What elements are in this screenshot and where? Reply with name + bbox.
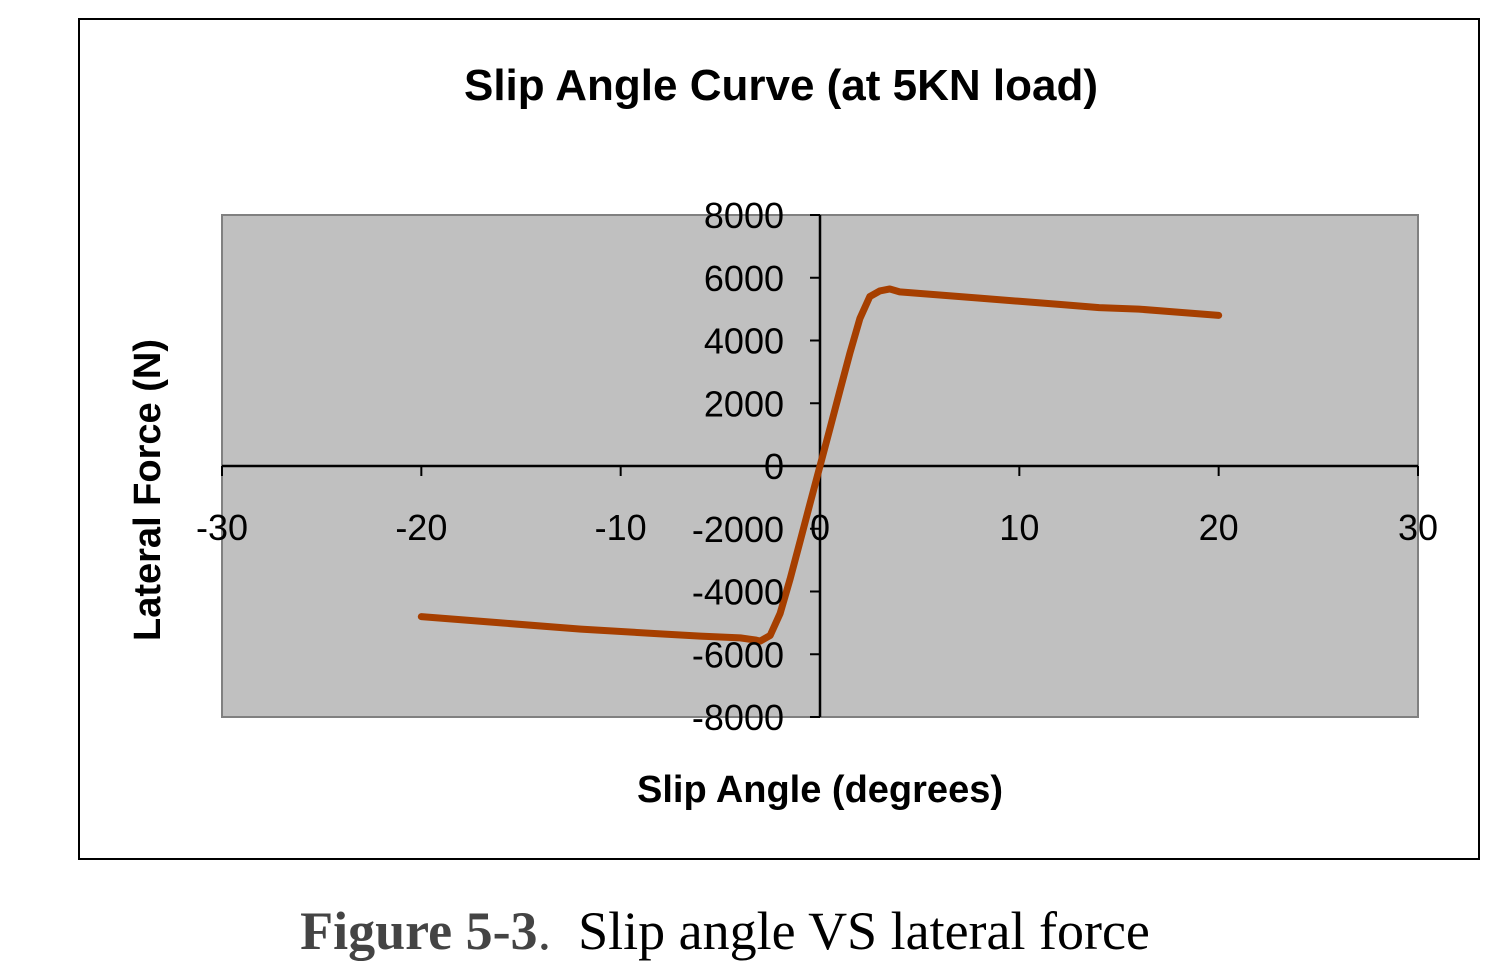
series-layer [417,285,1223,645]
x-tick-label: 20 [1199,507,1239,548]
y-tick-label: -8000 [692,697,784,738]
x-tick-label: 0 [810,507,830,548]
caption-label: Figure 5-3 [300,901,538,961]
x-tick-label: -30 [196,507,248,548]
y-tick-label: -6000 [692,634,784,675]
chart-svg: Slip Angle Curve (at 5KN load) -30 -20 -10… [127,61,1438,811]
caption-separator: . [537,901,552,961]
y-tick-label: 2000 [704,383,784,424]
y-tick-label: -4000 [692,572,784,613]
y-tick-label: 6000 [704,258,784,299]
x-tick-label: -20 [395,507,447,548]
x-axis-title: Slip Angle (degrees) [637,769,1003,811]
chart-title: Slip Angle Curve (at 5KN load) [464,61,1098,110]
x-tick-label: 30 [1398,507,1438,548]
y-tick-label: -2000 [692,509,784,550]
series-line [417,285,1223,645]
figure-caption: Figure 5-3. Slip angle VS lateral force [0,900,1450,962]
y-tick-label: 4000 [704,321,784,362]
y-tick-label: 0 [764,446,784,487]
x-tick-label: -10 [595,507,647,548]
y-tick-label: 8000 [704,195,784,236]
chart-frame: Slip Angle Curve (at 5KN load) -30 -20 -10… [78,18,1480,860]
tick-label-layer: -30 -20 -10 0 10 20 30 -8000 -6000 -4000 -2000 0 200… [196,195,1438,738]
caption-text: Slip angle VS lateral force [578,901,1150,961]
x-tick-label: 10 [999,507,1039,548]
y-axis-title: Lateral Force (N) [127,339,169,641]
